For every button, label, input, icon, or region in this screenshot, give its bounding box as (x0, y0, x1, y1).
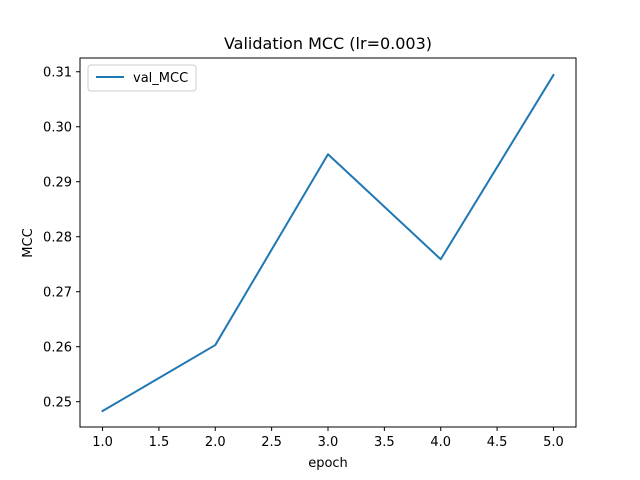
x-axis-ticks: 1.0 1.5 2.0 2.5 3.0 3.5 4.0 4.5 5.0 (92, 427, 564, 450)
y-tick-label: 0.27 (43, 286, 72, 301)
x-tick-label: 1.0 (92, 435, 113, 450)
x-tick-label: 3.5 (374, 435, 395, 450)
x-axis-label: epoch (308, 456, 348, 471)
series-line-val-mcc (101, 73, 555, 413)
y-tick-label: 0.25 (43, 396, 72, 411)
y-tick-label: 0.31 (43, 66, 72, 81)
y-tick-label: 0.28 (43, 231, 72, 246)
legend: val_MCC (87, 64, 197, 92)
x-tick-label: 1.5 (149, 435, 170, 450)
x-tick-label: 5.0 (543, 435, 564, 450)
plot-frame (79, 57, 577, 428)
legend-label-val-mcc: val_MCC (133, 71, 188, 86)
x-tick-label: 4.5 (487, 435, 508, 450)
x-tick-label: 2.5 (261, 435, 282, 450)
y-axis-ticks: 0.25 0.26 0.27 0.28 0.29 0.30 0.31 (43, 66, 80, 411)
y-tick-label: 0.30 (43, 121, 72, 136)
series-layer (101, 73, 555, 413)
y-tick-label: 0.26 (43, 341, 72, 356)
y-axis-label: MCC (21, 228, 36, 257)
chart-title: Validation MCC (lr=0.003) (224, 34, 432, 53)
x-tick-label: 4.0 (430, 435, 451, 450)
x-tick-label: 2.0 (205, 435, 226, 450)
legend-box (87, 64, 197, 92)
y-tick-label: 0.29 (43, 176, 72, 191)
x-tick-label: 3.0 (318, 435, 339, 450)
